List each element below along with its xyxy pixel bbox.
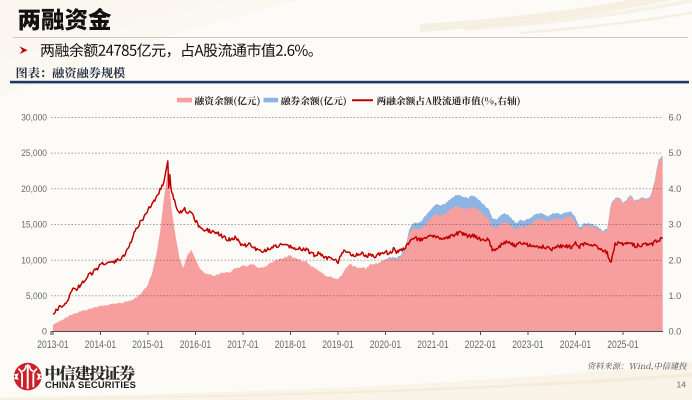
svg-text:0.0: 0.0 [669, 327, 682, 337]
svg-text:1.0: 1.0 [669, 291, 682, 301]
svg-text:4.0: 4.0 [669, 184, 682, 194]
svg-text:15,000: 15,000 [21, 220, 47, 230]
svg-text:5.0: 5.0 [669, 148, 682, 158]
svg-text:5,000: 5,000 [26, 291, 47, 301]
svg-text:2023-01: 2023-01 [512, 339, 543, 351]
svg-text:2022-01: 2022-01 [465, 339, 496, 351]
svg-text:25,000: 25,000 [21, 148, 47, 158]
svg-text:2015-01: 2015-01 [132, 339, 163, 351]
svg-text:2.0: 2.0 [669, 255, 682, 265]
svg-text:2017-01: 2017-01 [227, 339, 258, 351]
svg-text:2020-01: 2020-01 [370, 339, 401, 351]
svg-text:2014-01: 2014-01 [85, 339, 116, 351]
svg-text:3.0: 3.0 [669, 220, 682, 230]
svg-text:20,000: 20,000 [21, 184, 47, 194]
svg-text:2018-01: 2018-01 [275, 339, 306, 351]
svg-text:6.0: 6.0 [669, 113, 682, 123]
svg-text:2021-01: 2021-01 [417, 339, 448, 351]
svg-text:30,000: 30,000 [21, 113, 47, 123]
svg-text:CHINA SECURITIES: CHINA SECURITIES [45, 379, 136, 390]
svg-text:2019-01: 2019-01 [322, 339, 353, 351]
svg-text:2025-01: 2025-01 [607, 339, 638, 351]
svg-text:0: 0 [42, 327, 47, 337]
svg-text:2013-01: 2013-01 [37, 339, 68, 351]
svg-text:2024-01: 2024-01 [560, 339, 591, 351]
svg-text:2016-01: 2016-01 [180, 339, 211, 351]
svg-text:10,000: 10,000 [21, 255, 47, 265]
svg-text:14: 14 [677, 380, 687, 390]
